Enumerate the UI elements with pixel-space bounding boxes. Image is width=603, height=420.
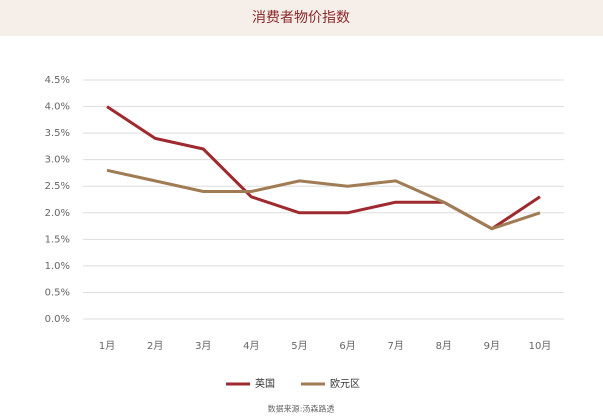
x-tick-label: 3月: [195, 340, 211, 352]
source-note: 数据来源:汤森路透: [268, 404, 335, 414]
y-tick-label: 0.0%: [45, 314, 70, 325]
y-tick-label: 3.5%: [45, 128, 70, 139]
x-tick-label: 6月: [339, 340, 355, 352]
y-tick-label: 4.5%: [45, 75, 70, 86]
y-tick-label: 1.5%: [45, 234, 70, 245]
y-tick-label: 4.0%: [45, 102, 70, 113]
y-tick-label: 3.0%: [45, 155, 70, 166]
x-tick-label: 7月: [387, 340, 403, 352]
y-tick-label: 1.0%: [45, 261, 70, 272]
y-tick-label: 2.0%: [45, 208, 70, 219]
legend-label: 英国: [255, 377, 275, 390]
chart-title: 消费者物价指数: [252, 10, 350, 26]
x-tick-label: 10月: [529, 340, 552, 352]
x-tick-label: 2月: [147, 340, 163, 352]
y-tick-label: 0.5%: [45, 287, 70, 298]
x-tick-label: 4月: [243, 340, 259, 352]
x-tick-label: 8月: [436, 340, 452, 352]
header-band: [0, 0, 603, 36]
line-series: [106, 168, 541, 231]
x-tick-label: 1月: [99, 340, 115, 352]
legend-label: 欧元区: [330, 378, 360, 390]
x-tick-label: 5月: [291, 340, 307, 352]
line-series: [106, 105, 541, 231]
y-tick-label: 2.5%: [45, 181, 70, 192]
x-tick-label: 9月: [484, 340, 500, 352]
